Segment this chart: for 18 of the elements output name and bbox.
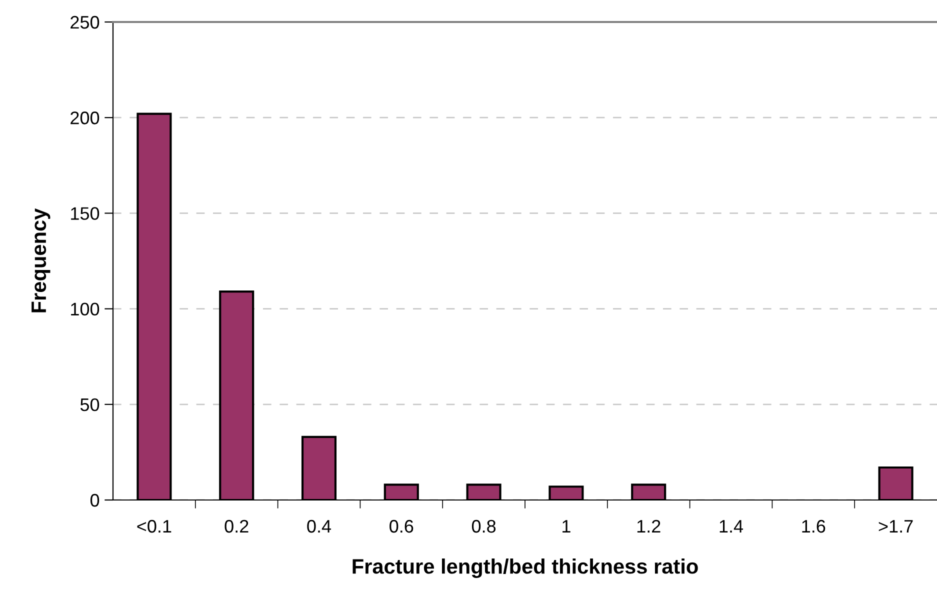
y-axis-title: Frequency xyxy=(32,208,50,312)
x-tick-label: 0.4 xyxy=(307,520,332,533)
x-tick-label: >1.7 xyxy=(878,520,913,533)
x-tick-label: 1.2 xyxy=(637,520,660,533)
x-axis-title: Fracture length/bed thickness ratio xyxy=(352,558,698,578)
x-tick-label: <0.1 xyxy=(137,520,172,533)
x-tick-label: 1.6 xyxy=(802,520,826,533)
x-tick-label: 1.4 xyxy=(720,520,744,533)
x-tick-label: 0.2 xyxy=(224,520,248,533)
x-tick-label: 0.8 xyxy=(472,520,496,533)
y-tick-label: 250 xyxy=(70,16,100,29)
x-tick-label: 1 xyxy=(562,520,570,533)
y-tick-label: 150 xyxy=(71,207,100,220)
y-tick-label: 50 xyxy=(80,398,100,412)
y-tick-label: 200 xyxy=(70,112,100,124)
y-tick-label: 0 xyxy=(90,494,100,507)
y-tick-label: 100 xyxy=(71,302,100,316)
x-tick-label: 0.6 xyxy=(390,520,414,533)
